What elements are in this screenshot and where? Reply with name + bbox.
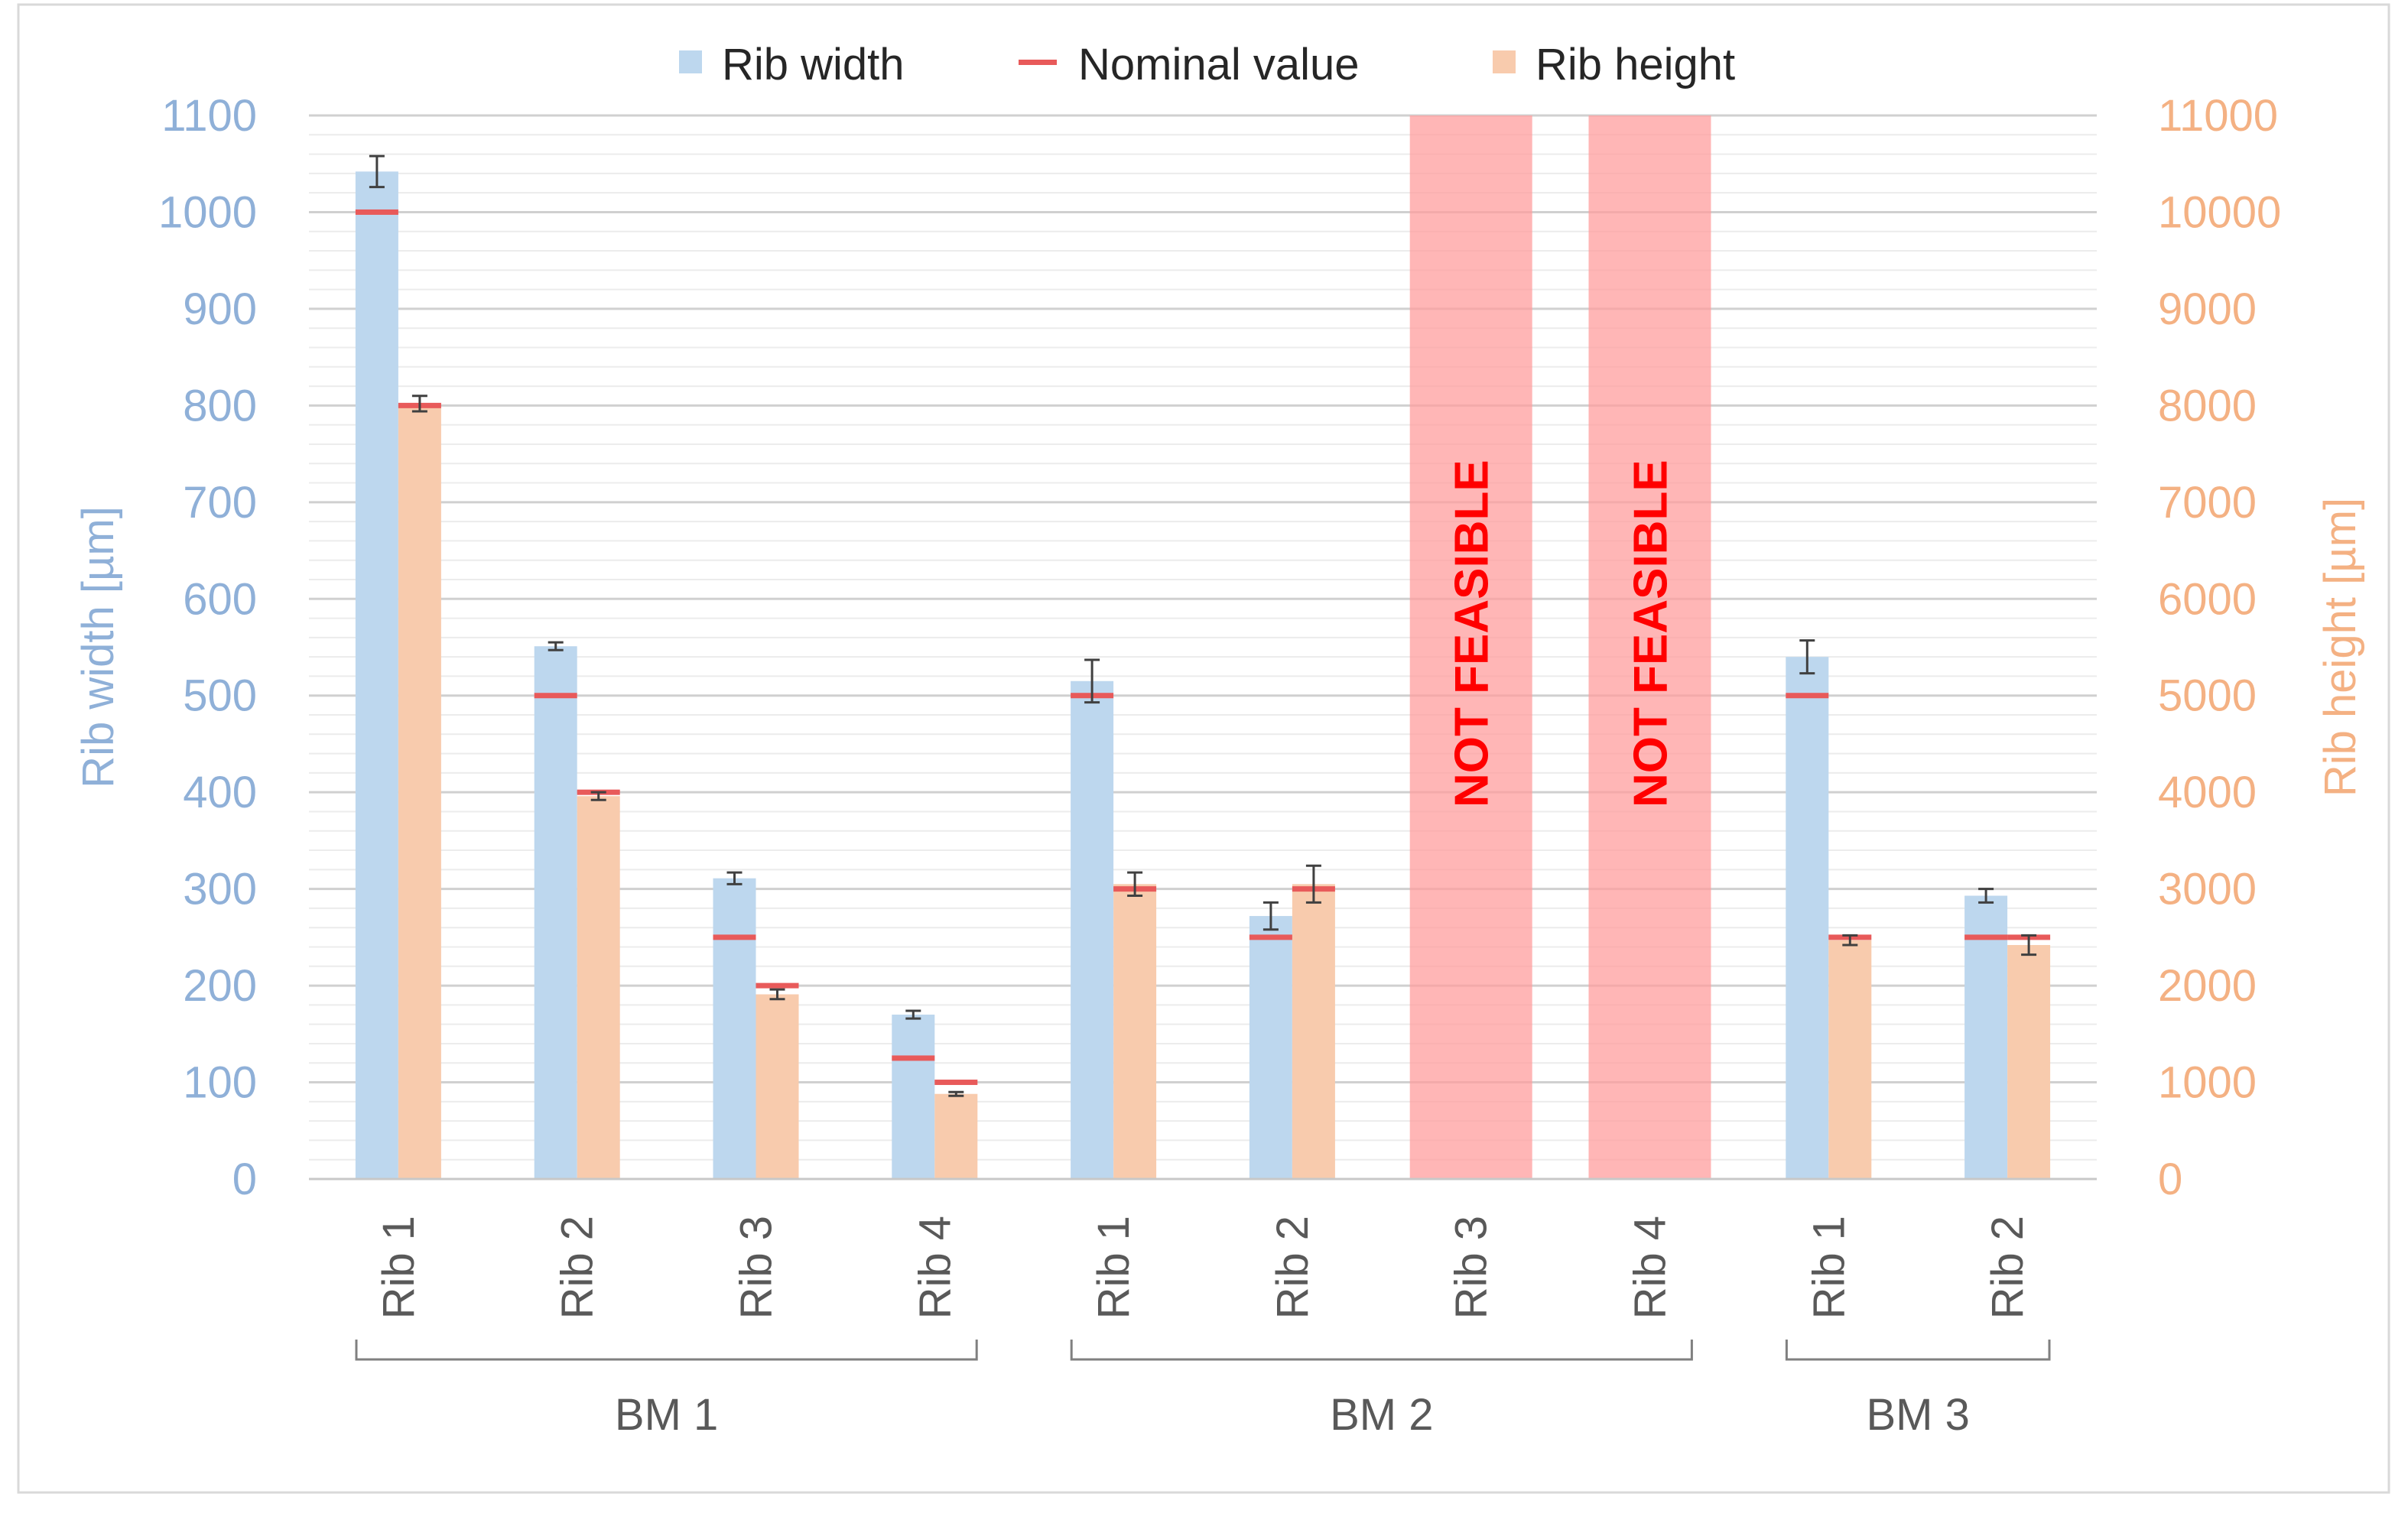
not-feasible-label: NOT FEASIBLE	[1446, 460, 1499, 807]
category-label: Rib 3	[1447, 1216, 1496, 1319]
legend: Rib width Nominal value Rib height	[679, 40, 1735, 89]
left-axis-tick-label: 600	[183, 574, 257, 624]
nominal-marker-width	[1786, 693, 1829, 699]
right-axis-tick-label: 8000	[2158, 381, 2257, 430]
right-axis-tick-label: 4000	[2158, 768, 2257, 817]
right-axis-tick-label: 7000	[2158, 478, 2257, 528]
right-axis-tick-label: 10000	[2158, 187, 2281, 237]
right-axis-title: Rib height [µm]	[2315, 498, 2365, 797]
bar-rib-height	[756, 994, 799, 1179]
bar-rib-width	[713, 878, 756, 1179]
right-axis-tick-label: 0	[2158, 1155, 2182, 1204]
legend-label-rib-height: Rib height	[1535, 40, 1735, 89]
bar-rib-height	[577, 796, 620, 1179]
nominal-marker-width	[1249, 934, 1292, 940]
group-bracket	[1070, 1340, 1693, 1361]
group-label: BM 3	[1867, 1390, 1970, 1440]
not-feasible-label: NOT FEASIBLE	[1625, 460, 1678, 807]
nominal-marker-width	[534, 693, 577, 699]
not-feasible-region	[1409, 115, 1532, 1179]
left-axis-title: Rib width [µm]	[73, 506, 123, 788]
left-axis-tick-label: 400	[183, 768, 257, 817]
category-label: Rib 1	[1804, 1216, 1854, 1319]
nominal-marker-width	[892, 1055, 935, 1061]
left-axis-tick-label: 900	[183, 284, 257, 334]
legend-label-nominal-value: Nominal value	[1078, 40, 1360, 89]
group-label: BM 2	[1330, 1390, 1433, 1440]
right-axis-tick-label: 1000	[2158, 1058, 2257, 1108]
bar-rib-height	[1828, 940, 1872, 1179]
right-axis-tick-label: 5000	[2158, 671, 2257, 721]
category-label: Rib 2	[1268, 1216, 1318, 1319]
bar-rib-height	[398, 403, 441, 1179]
left-axis-tick-label: 100	[183, 1058, 257, 1108]
group-label: BM 1	[615, 1390, 718, 1440]
left-axis-tick-label: 200	[183, 961, 257, 1011]
left-axis-tick-label: 0	[232, 1155, 257, 1204]
category-label: Rib 3	[732, 1216, 782, 1319]
bar-rib-height	[934, 1093, 978, 1179]
group-bracket	[1785, 1340, 2051, 1361]
error-bars	[369, 154, 2037, 1097]
not-feasible-region	[1588, 115, 1711, 1179]
left-axis-tick-label: 300	[183, 865, 257, 914]
legend-label-rib-width: Rib width	[722, 40, 905, 89]
category-label: Rib 4	[1626, 1216, 1675, 1319]
right-axis-tick-label: 9000	[2158, 284, 2257, 334]
bar-rib-width	[1786, 657, 1829, 1179]
category-label: Rib 1	[374, 1216, 424, 1319]
nominal-marker-width	[1964, 934, 2008, 940]
legend-swatch-nominal-value	[1019, 60, 1057, 65]
right-axis-tick-label: 3000	[2158, 865, 2257, 914]
not-feasible-regions: NOT FEASIBLE NOT FEASIBLE	[1409, 115, 1711, 1179]
category-label: Rib 2	[553, 1216, 603, 1319]
category-label: Rib 2	[1983, 1216, 2033, 1319]
bar-rib-width	[534, 646, 577, 1179]
bar-rib-height	[1113, 884, 1157, 1179]
right-axis-tick-label: 6000	[2158, 574, 2257, 624]
bar-rib-width	[1964, 895, 2008, 1179]
nominal-marker-height	[756, 982, 799, 989]
bar-rib-width	[1071, 680, 1114, 1179]
bar-rib-height	[2007, 944, 2051, 1179]
right-axis-tick-label: 11000	[2158, 91, 2278, 141]
axes: Rib width [µm] Rib height [µm] 0 100 200 30…	[73, 91, 2365, 1440]
bar-rib-width	[1249, 916, 1292, 1179]
left-axis-tick-label: 700	[183, 478, 257, 528]
right-axis-tick-label: 2000	[2158, 961, 2257, 1011]
category-label: Rib 1	[1089, 1216, 1139, 1319]
nominal-marker-width	[713, 934, 756, 940]
bar-rib-height	[1292, 884, 1335, 1179]
category-label: Rib 4	[910, 1216, 960, 1319]
left-axis-tick-label: 1100	[161, 91, 257, 141]
bar-rib-width	[355, 171, 398, 1180]
nominal-marker-width	[355, 209, 398, 215]
left-axis-tick-label: 500	[183, 671, 257, 721]
left-axis-tick-label: 800	[183, 381, 257, 430]
bars	[355, 171, 2051, 1180]
group-bracket	[355, 1340, 978, 1361]
legend-swatch-rib-width	[679, 50, 702, 73]
nominal-marker-height	[934, 1080, 978, 1086]
legend-swatch-rib-height	[1493, 50, 1516, 73]
left-axis-tick-label: 1000	[158, 187, 257, 237]
bar-rib-width	[892, 1015, 935, 1179]
